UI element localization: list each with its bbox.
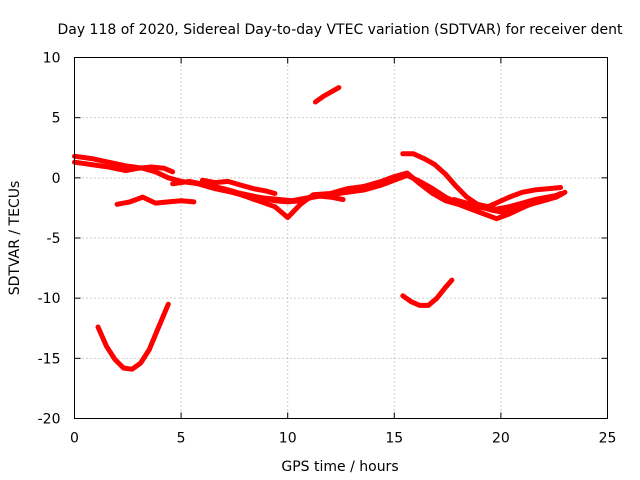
chart-title: Day 118 of 2020, Sidereal Day-to-day VTE… bbox=[57, 22, 623, 38]
y-tick-label: -15 bbox=[38, 351, 61, 367]
series-arc-10 bbox=[451, 189, 568, 216]
x-tick-label: 20 bbox=[492, 431, 510, 447]
series-arc-6 bbox=[312, 85, 342, 105]
plot-frame bbox=[74, 57, 608, 419]
series-arc-5 bbox=[95, 301, 171, 372]
y-tick-label: 0 bbox=[52, 171, 61, 187]
series-arc-1 bbox=[72, 153, 346, 204]
x-tick-label: 0 bbox=[70, 431, 79, 447]
data-series bbox=[72, 85, 568, 372]
series-arc-7 bbox=[400, 277, 455, 308]
y-tick-label: 5 bbox=[52, 111, 61, 127]
y-tick-label: -5 bbox=[47, 231, 61, 247]
x-tick-label: 25 bbox=[599, 431, 617, 447]
y-tick-label: 10 bbox=[43, 51, 61, 67]
series-arc-11 bbox=[199, 177, 278, 196]
series-arc-4 bbox=[114, 194, 197, 207]
x-tick-label: 15 bbox=[385, 431, 403, 447]
axis-ticks: 0 5 10 15 20 25 -20 -15 -10 -5 0 5 10 bbox=[38, 51, 617, 447]
x-tick-label: 5 bbox=[177, 431, 186, 447]
y-tick-label: -20 bbox=[38, 412, 61, 428]
x-tick-label: 10 bbox=[279, 431, 297, 447]
series-arc-2 bbox=[72, 159, 176, 175]
grid-lines bbox=[74, 57, 608, 419]
y-tick-label: -10 bbox=[38, 291, 61, 307]
x-axis-label: GPS time / hours bbox=[281, 459, 398, 475]
y-axis-label: SDTVAR / TECUs bbox=[7, 181, 23, 296]
